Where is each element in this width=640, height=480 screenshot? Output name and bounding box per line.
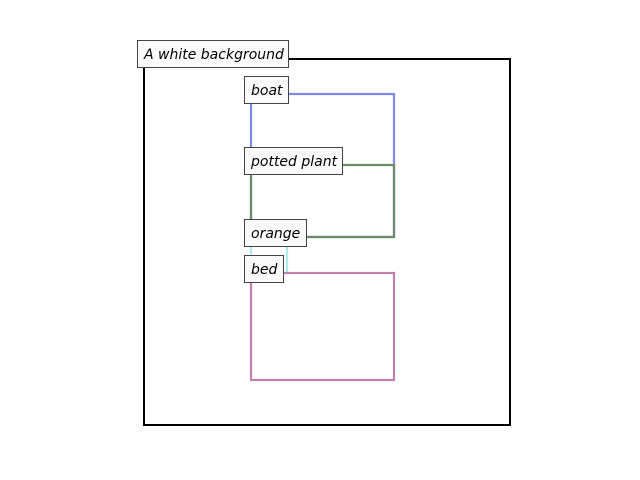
potted-plant-label-box (244, 147, 343, 175)
boat-label-text: boat (251, 83, 283, 99)
orange-label-box (244, 219, 307, 247)
bed-label-text: bed (251, 262, 278, 278)
background-label: A white background (137, 40, 289, 68)
bed-label-box (244, 255, 284, 283)
boat-label: boat (244, 76, 289, 104)
background-label-text: A white background (143, 47, 284, 63)
orange-label: orange (244, 219, 307, 247)
boat-label-box (244, 76, 289, 104)
bed-label: bed (244, 255, 284, 283)
scene-frame (143, 58, 511, 426)
potted-plant-label-text: potted plant (250, 154, 338, 170)
bed-box (249, 271, 396, 382)
background-label-box (137, 40, 289, 68)
orange-label-text: orange (251, 226, 300, 242)
potted-plant-label: potted plant (244, 147, 343, 175)
